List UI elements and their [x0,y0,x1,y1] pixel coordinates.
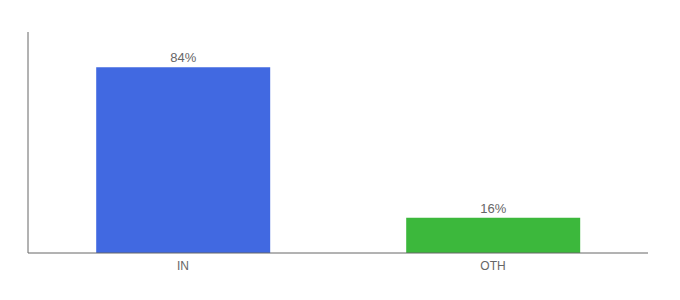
svg-text:84%: 84% [170,50,196,65]
svg-text:OTH: OTH [480,259,505,273]
svg-text:16%: 16% [480,201,506,216]
svg-text:IN: IN [177,259,189,273]
